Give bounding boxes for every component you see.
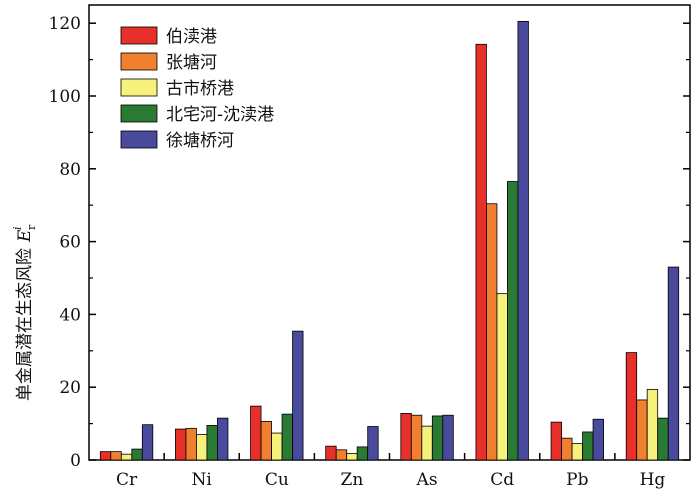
bar-Hg-series-1 (636, 399, 648, 461)
bar-Cu-series-1 (260, 421, 272, 461)
legend-swatch (120, 130, 158, 149)
y-axis-label-text: 单金属潜在生态风险 (15, 248, 35, 401)
bar-As-series-4 (442, 414, 454, 461)
bar-As-series-0 (400, 413, 412, 461)
legend-label: 北宅河-沈渎港 (166, 105, 274, 125)
bar-Hg-series-3 (657, 417, 669, 461)
y-tick-label: 60 (59, 233, 81, 253)
bar-Cr-series-3 (131, 448, 143, 461)
bar-Cr-series-1 (110, 451, 122, 461)
y-tick-label: 40 (59, 305, 81, 325)
bar-Hg-series-0 (625, 352, 638, 461)
bar-Zn-series-3 (356, 446, 369, 461)
y-tick-label: 100 (49, 87, 81, 107)
y-axis-label: 单金属潜在生态风险 E i r (11, 224, 38, 401)
x-tick-label: Hg (640, 470, 666, 490)
bar-Cr-series-0 (99, 451, 112, 461)
bar-Ni-series-1 (185, 427, 197, 461)
y-axis-label-subscript: r (25, 224, 38, 230)
bar-Ni-series-2 (196, 434, 208, 461)
x-tick-label: Cd (490, 470, 514, 490)
bar-Cd-series-1 (486, 203, 498, 461)
legend-label: 徐塘桥河 (166, 131, 234, 151)
bar-Cu-series-2 (271, 432, 283, 461)
legend-label: 古市桥港 (166, 79, 234, 99)
x-tick-label: Cu (265, 470, 289, 490)
bar-Zn-series-0 (325, 445, 337, 461)
bar-Zn-series-2 (346, 453, 358, 461)
bar-Pb-series-0 (550, 421, 562, 461)
bar-As-series-1 (410, 414, 423, 461)
bar-Ni-series-4 (217, 417, 229, 461)
bar-Cu-series-3 (281, 413, 293, 461)
legend-swatch (120, 52, 158, 71)
y-tick-label: 120 (49, 14, 81, 34)
y-tick-label: 80 (59, 160, 81, 180)
bar-Pb-series-4 (592, 418, 604, 461)
bar-As-series-3 (431, 415, 444, 461)
bar-Hg-series-2 (646, 388, 659, 461)
bar-Cr-series-4 (141, 424, 154, 461)
bar-As-series-2 (421, 425, 433, 461)
bar-Zn-series-1 (335, 449, 348, 461)
bar-Cd-series-3 (507, 181, 519, 461)
plot-area: 0 20 40 60 80 100 120 Cr Ni Cu Zn As Cd Pb Hg (49, 4, 691, 490)
bar-Cd-series-2 (496, 293, 508, 461)
legend-label: 伯渎港 (166, 27, 217, 47)
bar-Cd-series-4 (517, 20, 529, 461)
bar-Ni-series-3 (206, 425, 218, 461)
bar-Cr-series-2 (120, 453, 133, 461)
bar-Cu-series-0 (250, 405, 262, 461)
bar-Pb-series-3 (582, 431, 594, 461)
bar-Pb-series-1 (561, 437, 573, 461)
plot-frame (88, 4, 691, 461)
legend-swatch (120, 26, 158, 45)
y-tick-label: 0 (70, 451, 81, 471)
bar-Hg-series-4 (667, 266, 680, 461)
bar-Ni-series-0 (175, 428, 187, 461)
legend-swatch (120, 104, 158, 123)
x-tick-label: Cr (116, 470, 138, 490)
legend-label: 张塘河 (166, 53, 217, 73)
x-tick-label: As (416, 470, 438, 490)
x-tick-label: Zn (341, 470, 364, 490)
y-axis-label-symbol: E (15, 229, 35, 243)
x-tick-label: Pb (566, 470, 588, 490)
bar-Cu-series-4 (292, 330, 304, 461)
x-tick-label: Ni (192, 470, 213, 490)
y-axis-label-superscript: i (11, 226, 24, 230)
bar-Cd-series-0 (475, 43, 487, 461)
y-tick-label: 20 (59, 378, 81, 398)
bar-Zn-series-4 (367, 426, 379, 461)
legend-swatch (120, 78, 158, 97)
bar-Pb-series-2 (571, 443, 583, 461)
